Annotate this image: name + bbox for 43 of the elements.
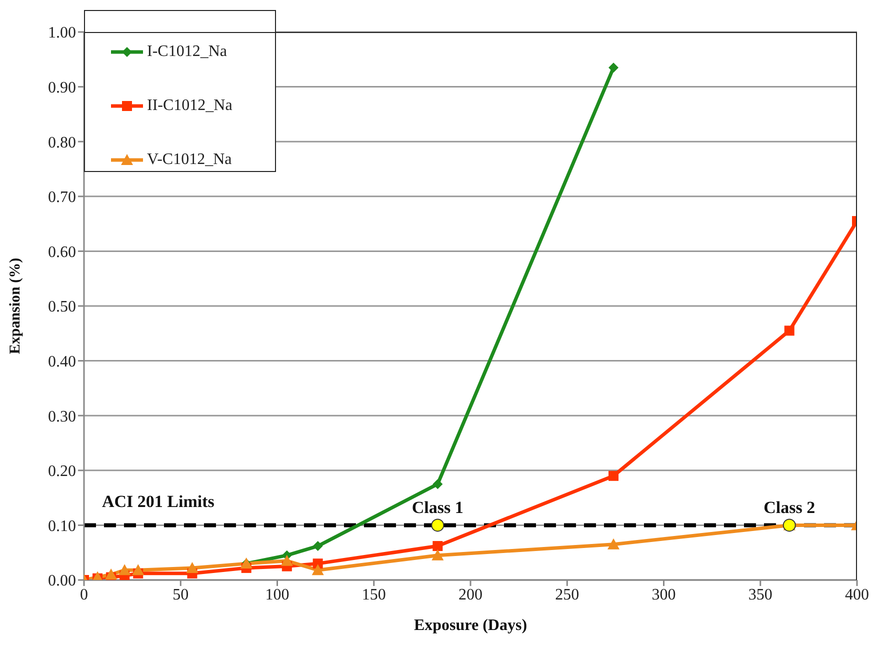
legend-label: I-C1012_Na [147,43,227,61]
ref-line-label: ACI 201 Limits [102,492,215,512]
point [608,62,619,73]
x-tick-label: 400 [845,586,869,604]
x-axis-title: Exposure (Days) [414,617,528,634]
y-tick-label: 0.60 [48,244,76,261]
annotation: Class 2 [764,498,816,518]
point [431,518,444,532]
point [132,564,144,576]
point [280,554,293,566]
point [186,562,198,573]
y-tick-label: 0.30 [48,408,76,426]
x-tick-label: 350 [748,586,772,604]
point [432,541,443,552]
point [105,568,118,580]
x-tick-label: 250 [555,586,580,604]
legend-label: II-C1012_Na [147,97,232,115]
y-tick-label: 0.00 [48,572,76,590]
point [608,538,620,550]
y-tick-label: 1.00 [48,24,76,42]
point [432,549,444,560]
x-tick-label: 300 [652,586,676,604]
x-tick-label: 100 [265,586,290,604]
y-tick-label: 0.40 [48,353,76,370]
y-tick-label: 0.10 [48,518,76,535]
y-tick-label: 0.50 [48,298,76,316]
point [312,564,324,576]
point [312,541,323,552]
point [784,326,794,336]
y-tick-label: 0.80 [48,134,76,152]
annotation: Class 1 [412,498,464,518]
y-tick-label: 0.70 [48,189,76,206]
x-tick-label: 0 [80,586,88,604]
point [432,479,443,490]
x-tick-label: 200 [458,586,482,604]
y-axis-title: Expansion (%) [7,258,24,354]
y-tick-label: 0.90 [48,79,76,96]
point [608,470,619,481]
point [118,564,131,576]
y-tick-label: 0.20 [48,463,76,480]
x-tick-label: 50 [172,586,189,604]
x-tick-label: 150 [362,586,386,604]
legend-label: V-C1012_Na [147,151,232,169]
